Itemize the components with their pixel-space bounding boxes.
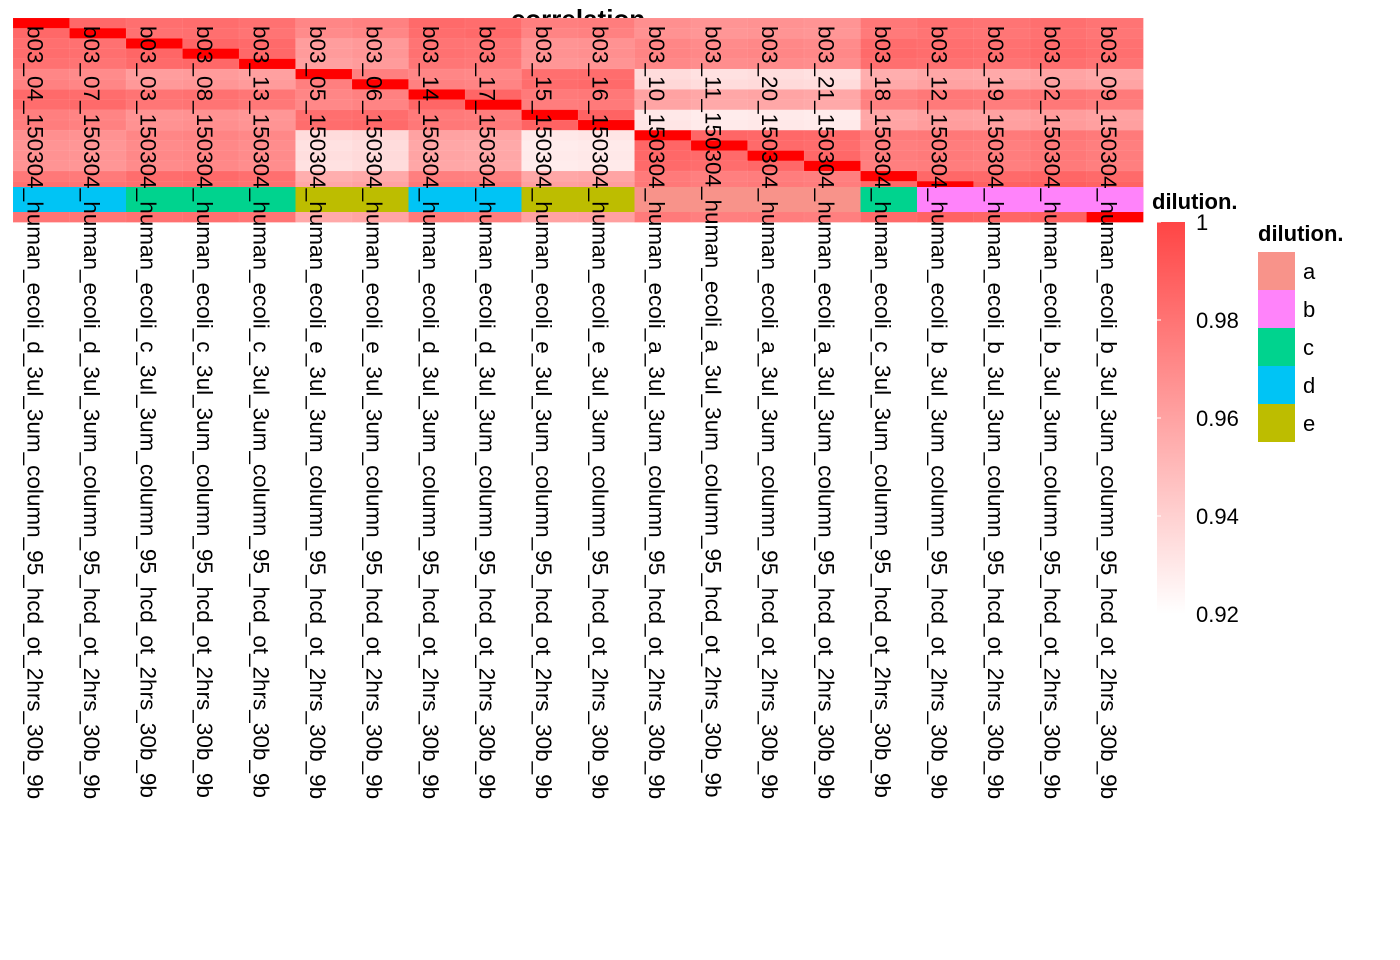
heatmap-grid: [12, 17, 1144, 223]
column-labels: b03_04_150304_human_ecoli_d_3ul_3um_colu…: [22, 26, 1121, 799]
column-label: b03_04_150304_human_ecoli_d_3ul_3um_colu…: [22, 26, 47, 799]
column-label: b03_05_150304_human_ecoli_e_3ul_3um_colu…: [305, 26, 330, 799]
annotation-cell-b: [917, 187, 974, 212]
column-label: b03_13_150304_human_ecoli_c_3ul_3um_colu…: [248, 26, 273, 798]
annotation-cell-d: [13, 187, 70, 212]
annotation-cell-b: [973, 187, 1031, 212]
column-label: b03_12_150304_human_ecoli_b_3ul_3um_colu…: [926, 26, 951, 799]
annotation-cell-e: [521, 187, 579, 212]
annotation-cell-c: [126, 187, 183, 212]
dilution-legend-label: e: [1303, 411, 1315, 436]
color-scale-tick-label: 0.92: [1196, 602, 1239, 627]
annotation-cell-a: [691, 187, 748, 212]
dilution-legend-label: d: [1303, 373, 1315, 398]
annotation-cell-c: [860, 187, 918, 212]
column-label: b03_18_150304_human_ecoli_c_3ul_3um_colu…: [870, 26, 895, 798]
annotation-cell-a: [747, 187, 805, 212]
color-scale-legend: dilution. 1 0.98 0.96 0.94 0.92: [1152, 189, 1239, 627]
annotation-cell-b: [1086, 187, 1144, 212]
color-scale-tick-label: 1: [1196, 210, 1208, 235]
annotation-cell-a: [634, 187, 692, 212]
annotation-cell-d: [69, 187, 127, 212]
annotation-cell-e: [578, 187, 635, 212]
color-scale-bar: [1157, 222, 1185, 614]
column-label: b03_14_150304_human_ecoli_d_3ul_3um_colu…: [418, 26, 443, 799]
dilution-legend-swatch: [1258, 252, 1295, 290]
column-label: b03_11_150304_human_ecoli_a_3ul_3um_colu…: [700, 26, 725, 797]
column-label: b03_16_150304_human_ecoli_e_3ul_3um_colu…: [587, 26, 612, 799]
annotation-cell-e: [295, 187, 353, 212]
dilution-legend-swatch: [1258, 290, 1295, 328]
column-label: b03_03_150304_human_ecoli_c_3ul_3um_colu…: [135, 26, 160, 798]
dilution-legend-title: dilution.: [1258, 221, 1344, 246]
column-label: b03_02_150304_human_ecoli_b_3ul_3um_colu…: [1039, 26, 1064, 799]
dilution-legend-label: a: [1303, 259, 1316, 284]
annotation-cell-d: [408, 187, 466, 212]
dilution-legend-swatch: [1258, 404, 1295, 442]
annotation-cell-c: [239, 187, 296, 212]
column-label: b03_10_150304_human_ecoli_a_3ul_3um_colu…: [644, 26, 669, 799]
column-label: b03_20_150304_human_ecoli_a_3ul_3um_colu…: [757, 26, 782, 799]
column-label: b03_06_150304_human_ecoli_e_3ul_3um_colu…: [361, 26, 386, 799]
column-label: b03_17_150304_human_ecoli_d_3ul_3um_colu…: [474, 26, 499, 799]
color-scale-tick-label: 0.98: [1196, 308, 1239, 333]
color-scale-title: dilution.: [1152, 189, 1238, 214]
column-label: b03_21_150304_human_ecoli_a_3ul_3um_colu…: [813, 26, 838, 799]
column-label: b03_07_150304_human_ecoli_d_3ul_3um_colu…: [79, 26, 104, 799]
annotation-cell-e: [352, 187, 409, 212]
dilution-legend-swatch: [1258, 366, 1295, 404]
annotation-cell-d: [465, 187, 522, 212]
column-label: b03_15_150304_human_ecoli_e_3ul_3um_colu…: [531, 26, 556, 799]
dilution-legend-label: c: [1303, 335, 1314, 360]
color-scale-tick-label: 0.94: [1196, 504, 1239, 529]
annotation-cell-c: [182, 187, 240, 212]
color-scale-tick-label: 0.96: [1196, 406, 1239, 431]
dilution-annotation-bar: [13, 187, 1144, 212]
column-label: b03_08_150304_human_ecoli_c_3ul_3um_colu…: [192, 26, 217, 798]
annotation-cell-b: [1030, 187, 1087, 212]
annotation-cell-a: [804, 187, 861, 212]
color-scale-ticks: 1 0.98 0.96 0.94 0.92: [1157, 210, 1239, 627]
column-label: b03_19_150304_human_ecoli_b_3ul_3um_colu…: [983, 26, 1008, 799]
dilution-legend-swatch: [1258, 328, 1295, 366]
dilution-legend-label: b: [1303, 297, 1315, 322]
column-label: b03_09_150304_human_ecoli_b_3ul_3um_colu…: [1096, 26, 1121, 799]
